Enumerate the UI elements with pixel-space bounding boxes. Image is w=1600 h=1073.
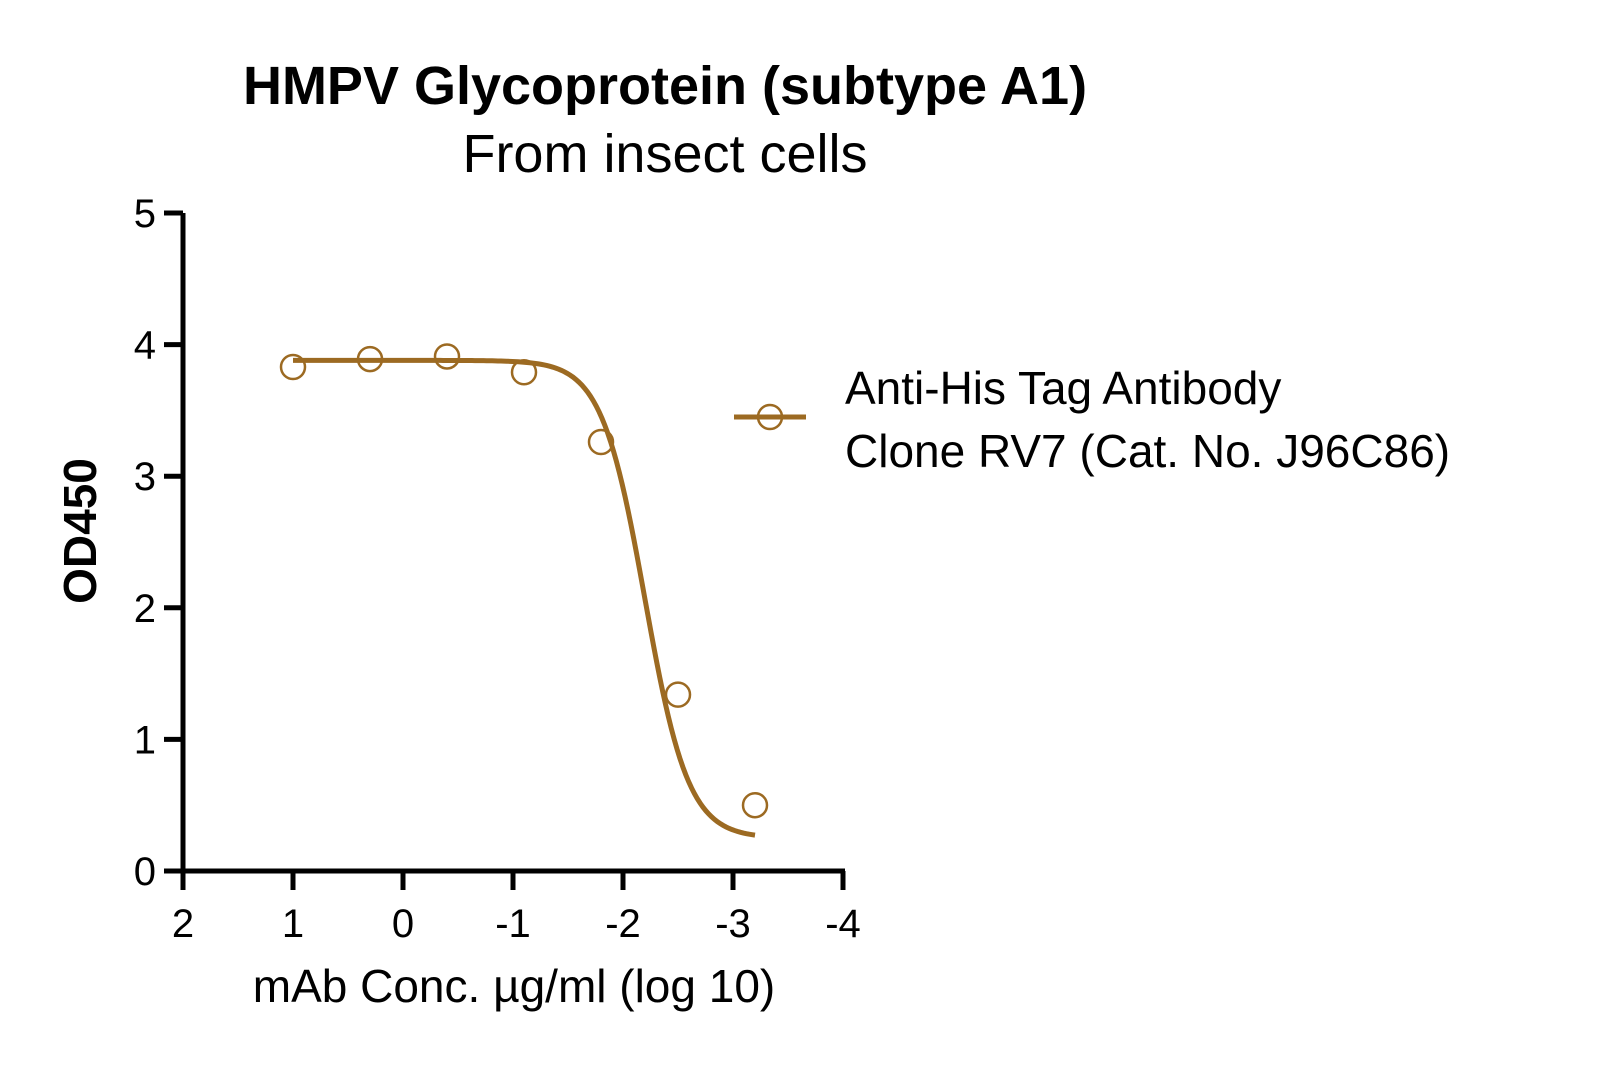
- x-tick-label: -1: [495, 902, 531, 946]
- legend-label-line-2: Clone RV7 (Cat. No. J96C86): [845, 425, 1450, 477]
- legend: Anti-His Tag Antibody Clone RV7 (Cat. No…: [734, 362, 1450, 477]
- x-tick-label: -3: [715, 902, 751, 946]
- legend-marker: [756, 403, 784, 431]
- x-tick-label: -2: [605, 902, 641, 946]
- y-axis-label: OD450: [54, 458, 106, 604]
- data-point: [587, 428, 615, 456]
- data-point: [356, 345, 384, 373]
- data-points: [279, 343, 769, 819]
- data-point: [664, 681, 692, 708]
- data-point: [433, 343, 461, 370]
- y-axis-ticks: 0 1 2 3 4 5: [134, 192, 183, 894]
- chart-title: HMPV Glycoprotein (subtype A1): [243, 56, 1087, 116]
- x-tick-label: 1: [282, 902, 304, 946]
- y-tick-label: 1: [134, 718, 156, 762]
- axes: [180, 213, 845, 874]
- x-tick-label: 0: [392, 902, 414, 946]
- y-tick-label: 5: [134, 192, 156, 236]
- x-tick-label: 2: [172, 902, 194, 946]
- y-tick-label: 3: [134, 455, 156, 499]
- y-tick-label: 2: [134, 587, 156, 631]
- data-point: [741, 791, 769, 819]
- data-point: [510, 358, 538, 386]
- legend-label-line-1: Anti-His Tag Antibody: [845, 362, 1281, 414]
- data-point: [279, 353, 307, 381]
- y-tick-label: 4: [134, 324, 156, 368]
- x-axis-ticks: 2 1 0 -1 -2 -3 -4: [172, 871, 861, 946]
- chart-subtitle: From insect cells: [462, 124, 867, 184]
- x-tick-label: -4: [825, 902, 861, 946]
- fit-curve: [293, 357, 756, 838]
- x-axis-label: mAb Conc. µg/ml (log 10): [253, 960, 775, 1012]
- y-tick-label: 0: [134, 850, 156, 894]
